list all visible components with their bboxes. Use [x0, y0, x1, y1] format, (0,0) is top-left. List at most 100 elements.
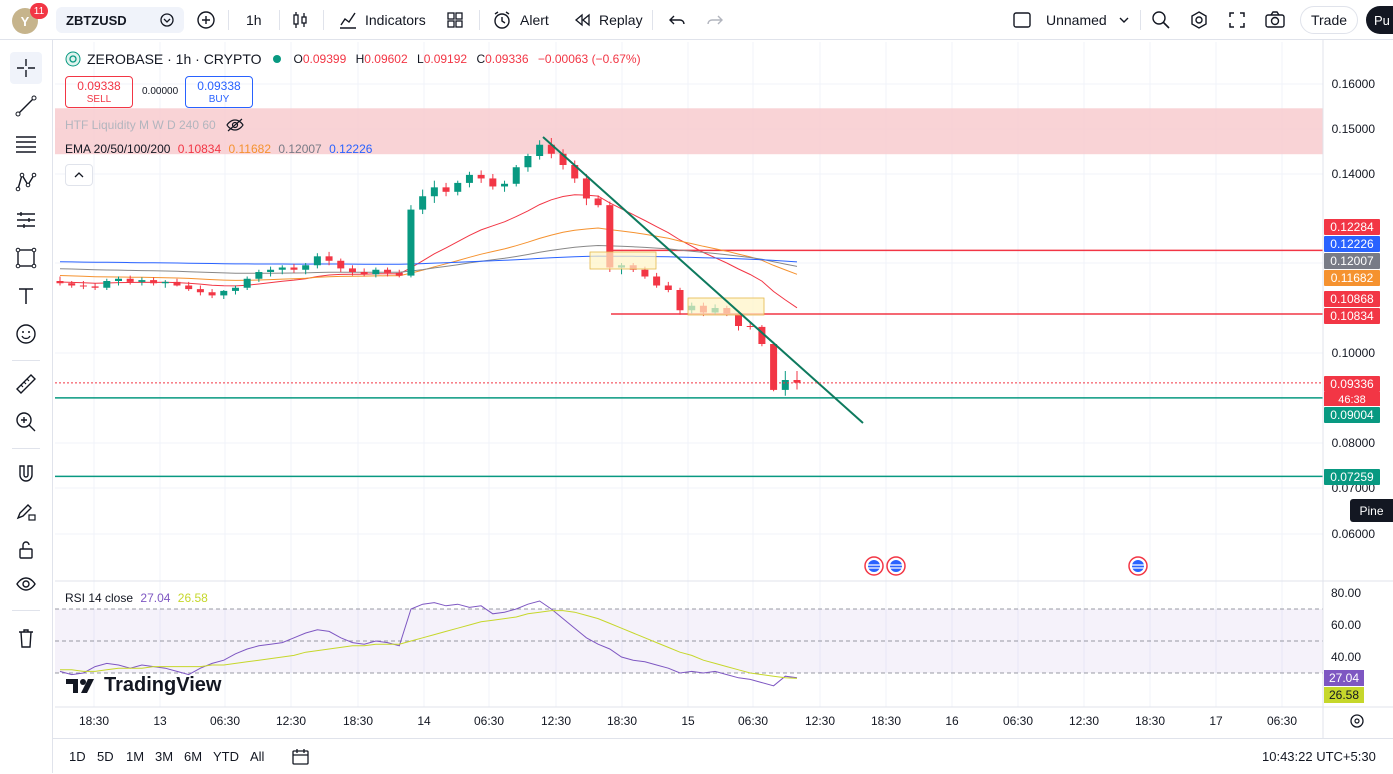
replay-button[interactable]: Replay: [573, 0, 643, 40]
candle-body: [150, 280, 158, 284]
candle-body: [208, 292, 216, 296]
close-value: 0.09336: [485, 52, 529, 66]
range-button-1m[interactable]: 1M: [126, 749, 145, 764]
undo-icon: [669, 15, 685, 25]
settings-button[interactable]: [1189, 0, 1209, 40]
price-labels: 0.12284 0.12226 0.12007 0.11682 0.10868 0.108…: [1324, 219, 1380, 485]
candle-body: [103, 281, 111, 288]
range-button-5d[interactable]: 5D: [97, 749, 114, 764]
price-label-text: 0.12226: [1330, 237, 1374, 251]
quick-search-button[interactable]: [1151, 0, 1171, 40]
rsi-legend[interactable]: RSI 14 close 27.04 26.58: [65, 591, 208, 605]
rewind-icon: [574, 13, 590, 27]
top-toolbar: Y 11 ZBTZUSD 1h Indicators Alert Replay …: [0, 0, 1393, 40]
time-axis-settings[interactable]: [1350, 714, 1364, 728]
rsi-label: RSI 14 close: [65, 591, 134, 605]
time-tick-label: 17: [1209, 714, 1223, 728]
publish-button[interactable]: Pu: [1366, 6, 1393, 34]
undo-button[interactable]: [668, 0, 686, 40]
time-tick-label: 06:30: [738, 714, 768, 728]
time-tick-label: 06:30: [474, 714, 504, 728]
collapse-legend-button[interactable]: [65, 164, 93, 186]
time-tick-label: 18:30: [871, 714, 901, 728]
us-flag-event[interactable]: [1128, 556, 1148, 576]
ema-lines: [59, 194, 798, 309]
hide-drawings-tool[interactable]: [10, 568, 42, 600]
eye-off-icon[interactable]: [226, 118, 244, 132]
range-button-3m[interactable]: 3M: [155, 749, 174, 764]
candle-body: [501, 183, 509, 187]
price-label-tag: [1324, 291, 1380, 307]
shape-tool[interactable]: [10, 242, 42, 274]
interval-button[interactable]: 1h: [246, 12, 262, 28]
alarm-clock-icon: [494, 11, 510, 29]
layout-select-button[interactable]: Unnamed: [1012, 0, 1129, 40]
layouts-button[interactable]: [446, 0, 464, 40]
trade-button[interactable]: Trade: [1300, 6, 1358, 34]
alert-button[interactable]: Alert: [492, 0, 549, 40]
candle-body: [395, 272, 403, 276]
ema200-value: 0.12226: [329, 142, 373, 156]
time-tick-label: 06:30: [1003, 714, 1033, 728]
gear-icon: [1191, 11, 1207, 29]
range-button-ytd[interactable]: YTD: [213, 749, 239, 764]
time-tick-label: 13: [153, 714, 167, 728]
pine-tooltip[interactable]: Pine: [1350, 499, 1393, 522]
emoji-tool[interactable]: [10, 318, 42, 350]
ema-line: [59, 194, 798, 309]
prediction-tool[interactable]: [10, 204, 42, 236]
remove-drawings-tool[interactable]: [10, 622, 42, 654]
htf-liquidity-legend[interactable]: HTF Liquidity M W D 240 60: [65, 118, 244, 132]
indicators-button[interactable]: Indicators: [338, 0, 426, 40]
symbol-legend[interactable]: ZEROBASE · 1h · CRYPTO O0.09399 H0.09602…: [65, 51, 641, 67]
eye-icon: [16, 577, 36, 591]
range-button-all[interactable]: All: [250, 749, 265, 764]
spread-value: 0.00000: [142, 86, 179, 97]
snapshot-button[interactable]: [1264, 0, 1286, 40]
bottom-toolbar: 1D 5D 1M 3M 6M YTD All 10:43:22 UTC+5:30: [53, 738, 1393, 773]
add-symbol-button[interactable]: [196, 0, 216, 40]
ema-line: [59, 227, 798, 281]
price-label-tag: [1324, 407, 1380, 423]
range-button-6m[interactable]: 6M: [184, 749, 203, 764]
chart-type-button[interactable]: [291, 0, 309, 40]
fullscreen-button[interactable]: [1228, 0, 1246, 40]
candle-body: [348, 268, 356, 272]
text-tool[interactable]: [10, 280, 42, 312]
pattern-icon: [15, 172, 37, 192]
high-value: 0.09602: [364, 52, 408, 66]
us-flag-event[interactable]: [864, 556, 884, 576]
us-flag-event[interactable]: [886, 556, 906, 576]
zoom-tool[interactable]: [10, 406, 42, 438]
goto-date-button[interactable]: [291, 739, 311, 774]
crosshair-tool[interactable]: [10, 52, 42, 84]
symbol-search-button[interactable]: ZBTZUSD: [56, 7, 184, 33]
clock-timezone[interactable]: 10:43:22 UTC+5:30: [1262, 749, 1376, 764]
lock-drawings-pencil-tool[interactable]: [10, 496, 42, 528]
time-axis[interactable]: 18:30 13 06:30 12:30 18:30 14 06:30 12:30 18:30 1…: [79, 714, 1297, 728]
buy-button[interactable]: 0.09338 BUY: [185, 76, 253, 108]
pattern-tool[interactable]: [10, 166, 42, 198]
sell-button[interactable]: 0.09338 SELL: [65, 76, 133, 108]
horizontal-lines-icon: [16, 136, 36, 153]
redo-button[interactable]: [706, 0, 724, 40]
lock-all-tool[interactable]: [10, 534, 42, 566]
magnet-tool[interactable]: [10, 458, 42, 490]
candle-body: [536, 144, 544, 156]
tradingview-logo[interactable]: TradingView: [66, 674, 221, 697]
measure-tool[interactable]: [10, 368, 42, 400]
smiley-icon: [16, 324, 36, 344]
candle-body: [231, 287, 239, 291]
ema-legend[interactable]: EMA 20/50/100/200 0.10834 0.11682 0.1200…: [65, 142, 372, 156]
htf-liquidity-label: HTF Liquidity M W D 240 60: [65, 118, 216, 132]
price-label-text: 0.11682: [1331, 271, 1374, 285]
rsi-line: [59, 600, 798, 687]
fib-tool[interactable]: [10, 128, 42, 160]
ema20-value: 0.10834: [177, 142, 222, 156]
trendline-tool[interactable]: [10, 90, 42, 122]
candle-body: [512, 167, 520, 184]
rsi-value-text: 27.04: [1329, 671, 1359, 685]
sell-label: SELL: [86, 94, 112, 105]
range-button-1d[interactable]: 1D: [69, 749, 86, 764]
